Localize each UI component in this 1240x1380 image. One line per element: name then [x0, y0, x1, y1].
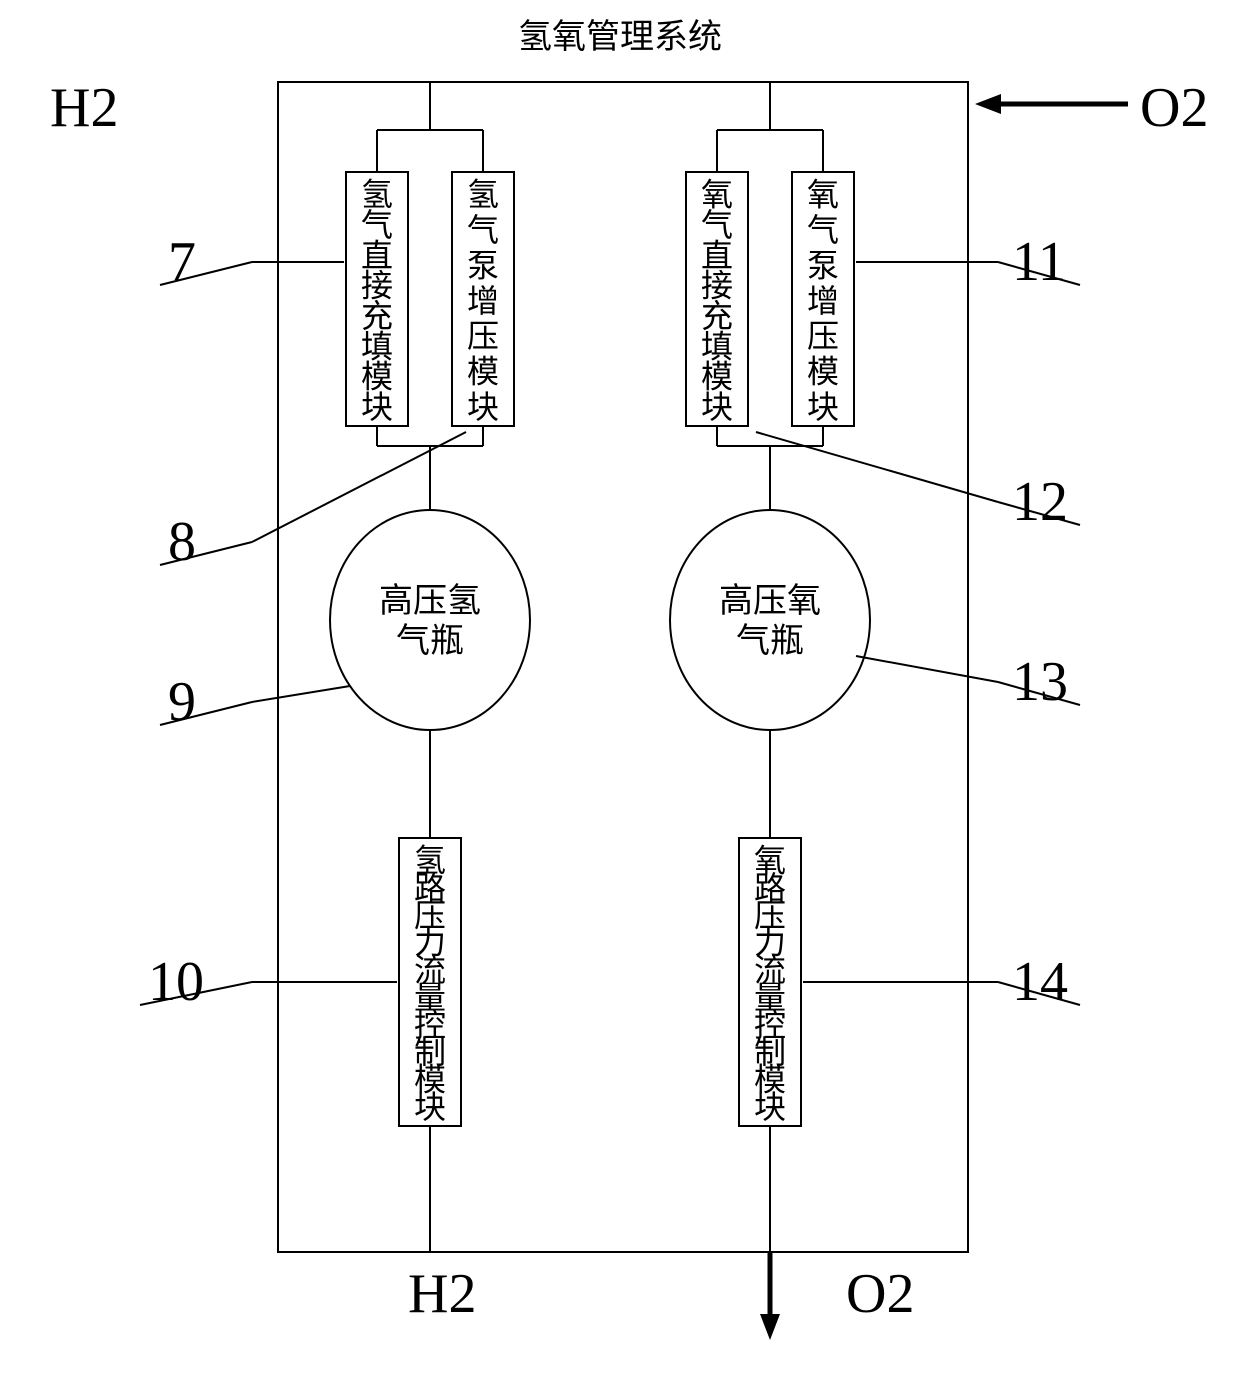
h2-pump-boost-module-char: 泵 [467, 247, 499, 283]
h2-pump-boost-module-char: 氢 [467, 177, 499, 213]
h2-pump-boost-module-char: 块 [467, 389, 499, 425]
h2-pump-boost-module-char: 压 [467, 318, 499, 354]
callout-num-13: 13 [1012, 651, 1068, 713]
o2-pump-boost-module-char: 模 [807, 354, 839, 390]
o2-direct-fill-module-char: 块 [701, 389, 733, 425]
callout-leader-9 [252, 686, 350, 702]
h2-output-label: H2 [408, 1263, 476, 1325]
h2-high-pressure-tank-line1: 高压氢 [379, 582, 481, 620]
o2-pump-boost-module-char: 气 [807, 212, 839, 248]
h2-pump-boost-module-char: 气 [467, 212, 499, 248]
callout-leader-8 [252, 432, 466, 542]
o2-pressure-flow-control-module-char: 块 [754, 1089, 786, 1125]
o2-pump-boost-module-char: 氧 [807, 177, 839, 213]
o2-output-arrow-head [760, 1314, 780, 1340]
o2-high-pressure-tank-line2: 气瓶 [736, 622, 804, 660]
o2-high-pressure-tank-line1: 高压氧 [719, 582, 821, 620]
o2-pump-boost-module-char: 泵 [807, 247, 839, 283]
callout-leader-12 [756, 432, 998, 502]
o2-pump-boost-module-char: 增 [807, 283, 839, 319]
h2-high-pressure-tank-line2: 气瓶 [396, 622, 464, 660]
h2-pump-boost-module-char: 增 [467, 283, 499, 319]
o2-output-label: O2 [846, 1263, 914, 1325]
callout-num-12: 12 [1012, 471, 1068, 533]
o2-pump-boost-module-char: 压 [807, 318, 839, 354]
h2-pressure-flow-control-module-char: 块 [414, 1089, 446, 1125]
h2-pump-boost-module-char: 模 [467, 354, 499, 390]
o2-high-pressure-tank [670, 510, 870, 730]
h2-input-label: H2 [50, 77, 118, 139]
o2-input-arrow-head [975, 94, 1001, 114]
o2-input-label: O2 [1140, 77, 1208, 139]
h2-high-pressure-tank [330, 510, 530, 730]
callout-num-11: 11 [1012, 231, 1066, 293]
callout-leader-13 [856, 656, 998, 682]
h2-direct-fill-module-char: 块 [361, 389, 393, 425]
callout-num-9: 9 [168, 671, 196, 733]
callout-num-7: 7 [168, 231, 196, 293]
o2-pump-boost-module-char: 块 [807, 389, 839, 425]
callout-num-10: 10 [148, 951, 204, 1013]
callout-num-8: 8 [168, 511, 196, 573]
diagram-title: 氢氧管理系统 [518, 18, 722, 56]
callout-num-14: 14 [1012, 951, 1068, 1013]
